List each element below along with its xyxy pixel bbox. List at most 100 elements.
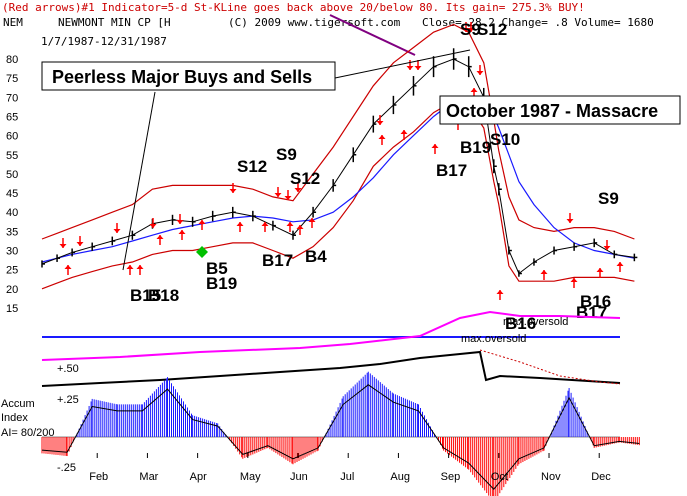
month-label-dec: Dec <box>591 471 611 483</box>
signal-s9-may: S9 <box>276 145 297 164</box>
signal-b16-dec: B16 <box>580 292 611 311</box>
sell-arrow <box>274 187 282 197</box>
sell-arrow <box>462 22 470 32</box>
y-tick-65: 65 <box>6 111 18 123</box>
month-label-aug: Aug <box>390 471 410 483</box>
bands-layer <box>41 23 635 290</box>
sell-arrow <box>229 183 237 193</box>
accum-title-2: Index <box>1 412 28 424</box>
oscillator-red-dotted <box>479 349 621 385</box>
accum-title-3: AI= 80/200 <box>1 427 55 439</box>
month-label-mar: Mar <box>139 471 158 483</box>
month-label-may: May <box>240 471 261 483</box>
buy-arrow <box>540 270 548 280</box>
month-label-sep: Sep <box>441 471 461 483</box>
sell-arrow <box>113 223 121 233</box>
max-oversold-label-2: max.oversold <box>461 333 526 345</box>
buy-arrow <box>616 262 624 272</box>
y-tick-70: 70 <box>6 92 18 104</box>
max-oversold-label-1: max.oversold <box>503 316 568 328</box>
copyright: (C) 2009 www.tigersoft.com <box>228 16 401 29</box>
price-close-line <box>41 58 635 275</box>
sell-arrow <box>566 213 574 223</box>
y-tick-20: 20 <box>6 284 18 296</box>
sell-arrow <box>376 115 384 125</box>
sell-arrow <box>176 214 184 224</box>
signal-b5-apr: B5 <box>206 259 228 278</box>
signal-b17-may: B17 <box>262 251 293 270</box>
callout-pointer-jan <box>122 91 156 271</box>
oscillator-panel <box>41 310 621 387</box>
month-label-jul: Jul <box>340 471 354 483</box>
sell-arrow <box>149 218 157 228</box>
buy-arrow <box>198 220 206 230</box>
sell-arrow <box>59 238 67 248</box>
buy-arrow <box>261 222 269 232</box>
y-tick-60: 60 <box>6 131 18 143</box>
indicator-title: (Red arrows)#1 Indicator=5-d St-KLine go… <box>2 1 585 14</box>
accum-ma-line <box>41 384 640 490</box>
sell-arrow <box>406 60 414 70</box>
buy-arrow <box>596 268 604 278</box>
y-tick-35: 35 <box>6 226 18 238</box>
oscillator-magenta-line <box>41 310 621 361</box>
signal-s12-jun: S12 <box>290 169 320 188</box>
callout-crash-text: October 1987 - Massacre <box>446 101 658 121</box>
signal-s12-sep: S12 <box>477 20 507 39</box>
callout-major-box <box>41 61 336 91</box>
sell-arrow <box>294 182 302 192</box>
plus-25-label: +.25 <box>57 394 79 406</box>
y-tick-55: 55 <box>6 150 18 162</box>
buy-arrow <box>64 265 72 275</box>
signal-b16-oct: B16 <box>505 314 536 333</box>
buy-arrow <box>400 130 408 140</box>
y-tick-75: 75 <box>6 73 18 85</box>
signal-s10-oct: S10 <box>490 130 520 149</box>
accum-title-1: Accum <box>1 398 35 410</box>
purple-callout-line <box>329 14 416 56</box>
signal-b15-jan: B15 <box>130 286 161 305</box>
oscillator-black-line <box>41 350 621 387</box>
buy-arrow <box>308 218 316 228</box>
sell-arrow <box>476 65 484 75</box>
signal-b19-apr: B19 <box>206 274 237 293</box>
buy-arrow <box>496 290 504 300</box>
sell-arrow <box>76 236 84 246</box>
buy-arrow <box>126 265 134 275</box>
month-label-feb: Feb <box>89 471 108 483</box>
signal-b17-dec: B17 <box>576 303 607 322</box>
sell-arrow <box>603 240 611 250</box>
quote-readout: Close= 28.2 Change= .8 Volume= 1680 <box>422 16 654 29</box>
date-range: 1/7/1987-12/31/1987 <box>41 35 167 48</box>
y-tick-45: 45 <box>6 188 18 200</box>
sell-arrow <box>284 190 292 200</box>
buy-arrow <box>378 135 386 145</box>
signal-arrows <box>59 22 624 300</box>
callout-pointer-major <box>334 49 471 79</box>
sell-arrow <box>414 60 422 70</box>
y-tick-25: 25 <box>6 265 18 277</box>
buy-arrow <box>296 225 304 235</box>
buy-arrow <box>156 235 164 245</box>
accum-index-panel <box>41 371 640 496</box>
callout-major-text: Peerless Major Buys and Sells <box>52 67 312 87</box>
stock-name: NEWMONT MIN CP [H <box>58 16 171 29</box>
buy-arrow <box>570 278 578 288</box>
month-label-nov: Nov <box>541 471 561 483</box>
series-upper-band <box>41 23 635 240</box>
month-label-jun: Jun <box>290 471 308 483</box>
month-label-oct: Oct <box>491 471 508 483</box>
signal-b17-aug: B17 <box>436 161 467 180</box>
callout-crash-box <box>439 95 681 125</box>
price-axis: 80 75 70 65 60 55 50 45 40 35 30 25 20 15 <box>6 54 18 315</box>
buy-arrow <box>236 222 244 232</box>
y-tick-40: 40 <box>6 207 18 219</box>
green-marker <box>196 246 208 258</box>
signal-b18-jan: B18 <box>148 286 179 305</box>
signal-b19-sep: B19 <box>460 138 491 157</box>
y-tick-80: 80 <box>6 54 18 66</box>
symbol: NEM <box>3 16 23 29</box>
